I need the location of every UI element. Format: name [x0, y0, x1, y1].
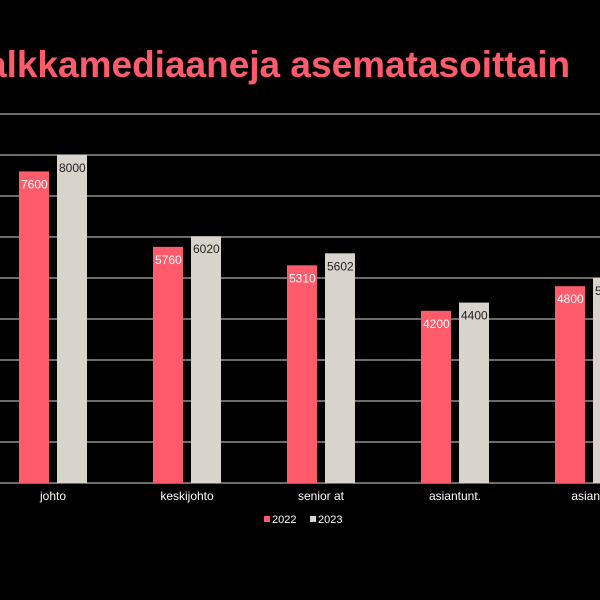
- legend-label: 2023: [318, 514, 342, 526]
- legend: 2022 2023: [264, 514, 342, 526]
- data-label: 7600: [21, 177, 48, 191]
- bar-2023-asiant.: [593, 278, 600, 483]
- bar-2023-asiantunt.: [459, 302, 489, 483]
- legend-label: 2022: [272, 514, 296, 526]
- data-label: 4200: [423, 317, 450, 331]
- bar-2023-senior at: [325, 253, 355, 483]
- legend-swatch-2023: [310, 516, 316, 522]
- data-label: 5760: [155, 253, 182, 267]
- category-label: asiant.: [571, 489, 600, 503]
- data-label: 4400: [461, 309, 488, 323]
- data-label: 8000: [59, 161, 86, 175]
- chart-title-text: alkkamediaaneja asematasoittain: [0, 44, 571, 85]
- data-labels: 7600 8000 5760 6020 5310 5602 4200 4400 4800 5000: [21, 161, 600, 331]
- category-label: keskijohto: [160, 489, 214, 503]
- data-label: 4800: [557, 292, 584, 306]
- bar-2022-keskijohto: [153, 246, 183, 483]
- bar-2022-asiant.: [555, 286, 585, 483]
- data-label: 6020: [193, 242, 220, 256]
- bar-2022-senior at: [287, 265, 317, 483]
- bars: [19, 155, 600, 483]
- data-label: 5310: [289, 271, 316, 285]
- bar-2023-johto: [57, 155, 87, 483]
- bar-2022-johto: [19, 171, 49, 483]
- category-label: asiantunt.: [429, 489, 481, 503]
- category-label: johto: [39, 489, 66, 503]
- bar-2023-keskijohto: [191, 236, 221, 483]
- bar-2022-asiantunt.: [421, 310, 451, 483]
- chart-title: alkkamediaaneja asematasoittain: [0, 40, 600, 90]
- category-label: senior at: [298, 489, 345, 503]
- data-label: 5000: [595, 284, 600, 298]
- data-label: 5602: [327, 259, 354, 273]
- legend-swatch-2022: [264, 516, 270, 522]
- category-tick-labels: johto keskijohto senior at asiantunt. asiant…: [39, 489, 600, 503]
